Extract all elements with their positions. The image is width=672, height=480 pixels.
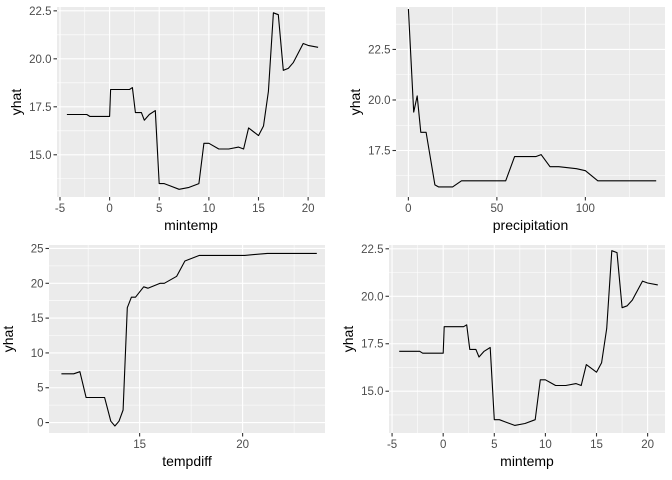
x-axis-title: mintemp (500, 453, 554, 469)
y-tick-label: 5 (37, 383, 43, 395)
x-tick-label: 20 (641, 439, 654, 451)
y-tick-label: 22.5 (361, 244, 383, 256)
panel-background (396, 7, 665, 197)
x-tick-label: 20 (302, 203, 315, 215)
chart-panel-2: 0 50 100 17.5 20.0 22.5 precipitation yhat (347, 7, 665, 233)
y-tick-label: 0 (37, 418, 43, 430)
y-tick-label: 17.5 (361, 339, 383, 351)
x-tick-label: 15 (590, 439, 603, 451)
y-tick-label: 25 (31, 243, 44, 255)
x-tick-label: 10 (539, 439, 552, 451)
x-axis-title: mintemp (164, 217, 218, 233)
chart-panel-3: 15 20 0 5 10 15 20 25 tempdiff yhat (0, 243, 325, 469)
y-axis-title: yhat (0, 326, 16, 353)
y-tick-label: 20.0 (29, 54, 51, 66)
x-tick-label: 15 (252, 203, 265, 215)
series-line (399, 250, 658, 426)
y-tick-label: 22.5 (368, 44, 390, 56)
y-tick-label: 20.0 (368, 95, 390, 107)
chart-panel-4: -5 0 5 10 15 20 15.0 17.5 20.0 22.5 mintemp yhat (340, 244, 665, 469)
x-tick-label: -5 (387, 439, 397, 451)
y-tick-label: 20.0 (361, 291, 383, 303)
x-tick-label: 10 (202, 203, 215, 215)
x-tick-label: 50 (490, 203, 503, 215)
panel-background (389, 245, 665, 433)
y-tick-label: 17.5 (29, 102, 51, 114)
series-line (61, 252, 317, 427)
series-line (66, 12, 319, 190)
y-tick-label: 15 (31, 313, 44, 325)
x-tick-label: 0 (106, 203, 112, 215)
panel-background (57, 7, 325, 197)
series-line (407, 8, 657, 188)
chart-panel-1: -5 0 5 10 15 20 15.0 17.5 20.0 22.5 mintemp yhat (8, 6, 325, 233)
x-tick-label: 5 (156, 203, 162, 215)
x-axis-title: tempdiff (162, 453, 212, 469)
x-tick-label: 0 (405, 203, 411, 215)
x-tick-label: -5 (55, 203, 65, 215)
panel-background (49, 245, 325, 433)
y-tick-label: 15.0 (361, 386, 383, 398)
x-tick-label: 20 (236, 439, 249, 451)
y-axis-title: yhat (8, 89, 24, 116)
x-tick-label: 0 (440, 439, 446, 451)
y-tick-label: 20 (31, 278, 44, 290)
x-tick-label: 15 (133, 439, 146, 451)
x-tick-label: 5 (491, 439, 497, 451)
x-tick-label: 100 (576, 203, 595, 215)
y-axis-title: yhat (347, 89, 363, 116)
x-axis-title: precipitation (493, 217, 569, 233)
y-tick-label: 10 (31, 348, 44, 360)
y-tick-label: 22.5 (29, 6, 51, 18)
y-tick-label: 17.5 (368, 146, 390, 158)
y-tick-label: 15.0 (29, 150, 51, 162)
y-axis-title: yhat (340, 326, 356, 353)
